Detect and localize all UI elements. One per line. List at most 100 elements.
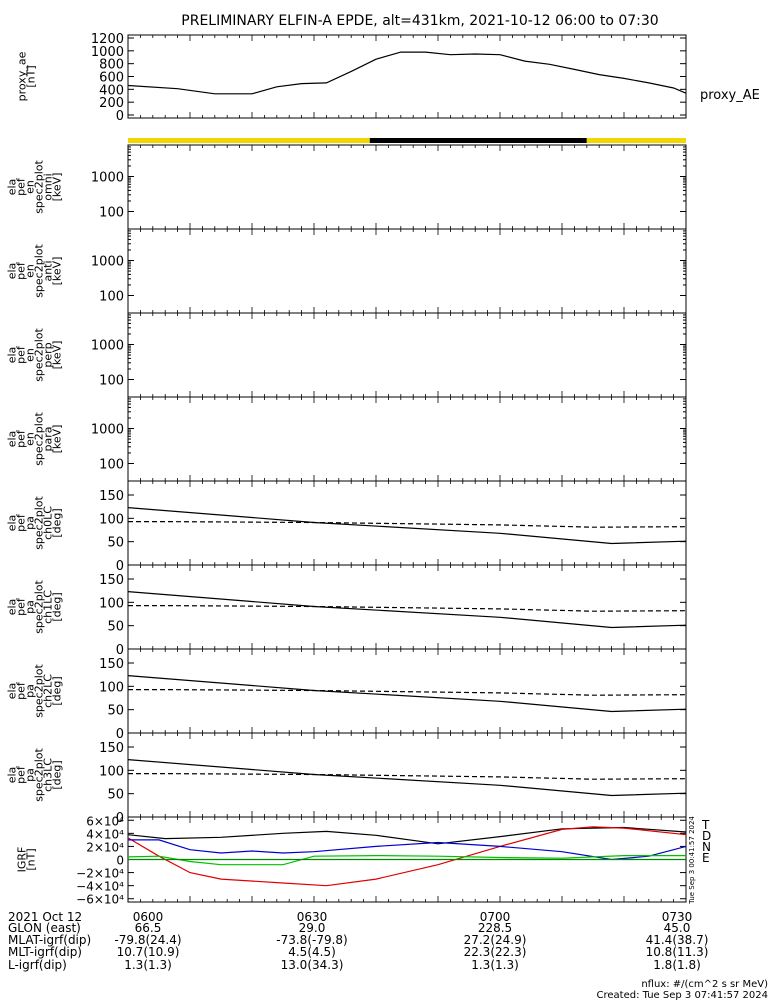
panel-omni-frame	[127, 144, 687, 230]
panel-para-ylabel-line: ela	[6, 431, 19, 448]
panel-para-ylabel-line: para	[42, 427, 55, 452]
ephem-value: 22.3(22.3)	[464, 945, 527, 959]
panel-proxy_ae-frame	[127, 34, 687, 119]
panel-proxy_ae-ytick-label: 1200	[91, 32, 124, 47]
panel-ch2LC-ylabel-line: pef	[15, 681, 28, 700]
panel-ch0LC-ylabel-line: [deg]	[51, 508, 64, 537]
panel-ch1LC-ylabel-line: [deg]	[51, 592, 64, 621]
panel-omni-ylabel-line: [keV]	[51, 173, 64, 202]
orbit-bar-segment	[369, 138, 587, 143]
panel-omni-ylabel-line: ela	[6, 179, 19, 196]
panel-grf-ytick-label: 0	[116, 854, 124, 868]
panel-ch0LC-ylabel-line: pef	[15, 513, 28, 532]
panel-ch2LC-ytick-label: 100	[99, 680, 124, 695]
panel-anti-ytick-label: 1000	[91, 255, 124, 270]
panel-omni-ylabel-line: en	[24, 180, 37, 194]
panel-ch1LC-ylabel-line: ch1LC	[42, 590, 55, 624]
igrf-n-line	[128, 839, 687, 861]
panel-anti-ylabel-line: anti	[42, 260, 55, 281]
ephem-value: 0600	[133, 910, 164, 924]
panel-anti-ylabel-line: en	[24, 264, 37, 278]
igrf-e-line	[127, 854, 686, 866]
panel-ch0LC-ylabel-line: ch0LC	[42, 506, 55, 540]
panel-para-ylabel-line: spec2plot	[33, 412, 46, 466]
panel-ch3LC-anti-loss-cone-line	[128, 772, 687, 780]
panel-ch3LC-frame	[127, 732, 687, 818]
panel-omni-ytick-label: 1000	[91, 171, 124, 186]
igrf-d-line	[127, 826, 687, 887]
panel-perp-ylabel-line: en	[24, 348, 37, 362]
panel-ch1LC-ylabel-line: spec2plot	[33, 580, 46, 634]
igrf-t-line	[127, 826, 687, 845]
panel-perp-ylabel-line: ela	[6, 347, 19, 364]
panel-anti-frame	[127, 228, 687, 314]
ephem-value: -79.8(24.4)	[114, 933, 181, 947]
panel-ch3LC-ytick-label: 0	[116, 811, 124, 826]
panel-ch3LC-ytick-label: 50	[107, 788, 124, 803]
panel-ch1LC-ytick-label: 100	[99, 596, 124, 611]
ephem-row-label: MLT-igrf(dip)	[8, 945, 82, 959]
igrf-legend-t: T	[701, 818, 710, 832]
panel-ch3LC-ytick-label: 150	[99, 741, 124, 756]
panel-ch2LC-ylabel-line: spec2plot	[33, 664, 46, 718]
panel-ch2LC-anti-loss-cone-line	[128, 688, 687, 696]
panel-grf-ytick-label: −4×10⁴	[76, 880, 124, 894]
ephem-value: 41.4(38.7)	[646, 933, 709, 947]
panel-perp-ylabel-line: spec2plot	[33, 328, 46, 382]
ephem-value: 0630	[297, 910, 328, 924]
ephem-value: 1.3(1.3)	[124, 958, 172, 972]
ephem-row-label: 2021 Oct 12	[8, 910, 82, 924]
panel-ch0LC-ytick-label: 100	[99, 512, 124, 527]
panel-perp-ytick-label: 100	[99, 374, 124, 389]
panel-ch2LC-ytick-label: 50	[107, 704, 124, 719]
orbit-bar-segment	[586, 138, 686, 143]
panel-ch1LC-anti-loss-cone-line	[128, 604, 687, 612]
panel-proxy_ae-ylabel-line: proxy_ae	[16, 51, 29, 101]
panel-ch1LC-ytick-label: 150	[99, 573, 124, 588]
panel-ch0LC-frame	[127, 480, 687, 566]
ephem-row-label: MLAT-igrf(dip)	[8, 933, 91, 947]
panel-proxy_ae-ytick-label: 600	[99, 71, 124, 86]
panel-ch0LC-ylabel-line: pa	[24, 516, 37, 530]
panel-grf-ytick-label: −2×10⁴	[76, 867, 124, 881]
panel-ch3LC-ylabel-line: [deg]	[51, 760, 64, 789]
panel-ch3LC-loss-cone-line	[127, 759, 687, 797]
panel-ch3LC-ylabel-line: pef	[15, 765, 28, 784]
panel-ch1LC-loss-cone-line	[127, 591, 687, 629]
panel-ch2LC-ytick-label: 0	[116, 727, 124, 742]
orbit-bar-segment	[128, 138, 370, 143]
panel-ch1LC-ylabel-line: pa	[24, 600, 37, 614]
ephem-value: 0730	[662, 910, 693, 924]
panel-grf-ylabel: IGRF[nT]	[16, 847, 38, 873]
ephem-value: 29.0	[299, 921, 326, 935]
panel-ch3LC-ytick-label: 100	[99, 764, 124, 779]
created-timestamp: Created: Tue Sep 3 07:41:57 2024	[597, 990, 769, 1000]
igrf-legend-d: D	[702, 829, 711, 843]
panel-anti-ylabel-line: pef	[15, 261, 28, 280]
panel-proxy_ae-ytick-label: 400	[99, 83, 124, 98]
igrf-legend-n: N	[702, 840, 711, 854]
igrf-legend-e: E	[702, 851, 710, 865]
ephem-value: 27.2(24.9)	[464, 933, 527, 947]
panel-grf-ytick-label: −6×10⁴	[76, 893, 124, 907]
panel-ch0LC-anti-loss-cone-line	[128, 520, 687, 528]
panel-para-ylabel-line: pef	[15, 429, 28, 448]
ephem-value: 10.7(10.9)	[117, 945, 180, 959]
panel-ch3LC-ylabel-line: pa	[24, 768, 37, 782]
panel-para-ytick-label: 100	[99, 458, 124, 473]
panel-para-ytick-label: 1000	[91, 423, 124, 438]
panel-ch0LC-ylabel-line: spec2plot	[33, 496, 46, 550]
ephem-value: 13.0(34.3)	[281, 958, 344, 972]
panel-ch3LC-ylabel-line: ela	[6, 767, 19, 784]
panel-ch2LC-loss-cone-line	[127, 675, 687, 713]
proxy-ae-line	[127, 51, 687, 95]
ephem-value: 45.0	[664, 921, 691, 935]
ephem-row-label: GLON (east)	[8, 921, 81, 935]
ephem-value: 10.8(11.3)	[646, 945, 709, 959]
panel-ch2LC-ylabel-line: [deg]	[51, 676, 64, 705]
